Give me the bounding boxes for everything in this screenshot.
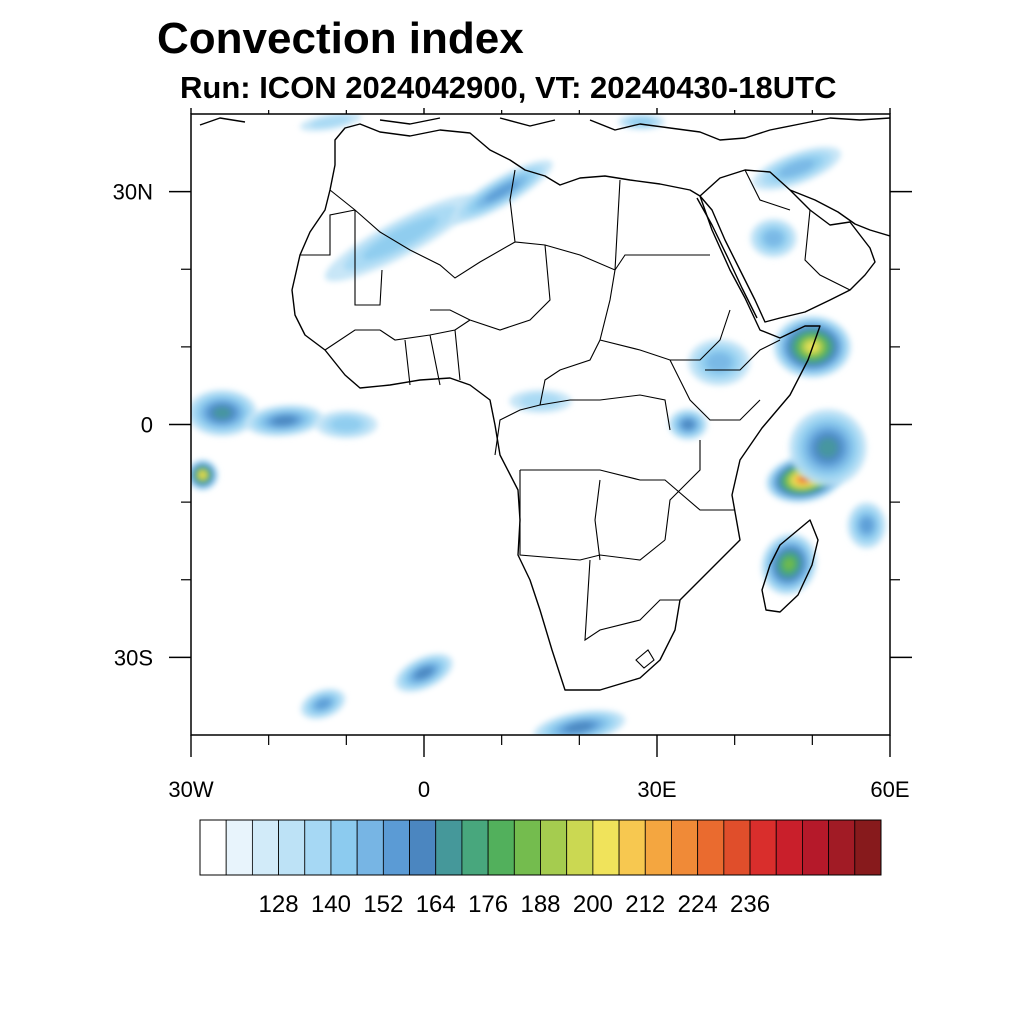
convection-fields xyxy=(191,114,887,735)
colorbar-swatch xyxy=(749,819,777,876)
convection-cell xyxy=(789,408,867,487)
field-contour xyxy=(764,230,783,246)
convection-cell xyxy=(324,195,477,282)
border-lines xyxy=(300,169,851,669)
colorbar-swatch xyxy=(251,819,279,876)
colorbar-swatch xyxy=(199,819,227,876)
map-axes: 30W 0 30E 60E 30N 0 30S xyxy=(113,108,912,802)
field-contour xyxy=(682,420,694,429)
convection-cell xyxy=(847,502,887,549)
lon-tick-label: 60E xyxy=(870,777,909,802)
lon-tick-label: 0 xyxy=(418,777,430,802)
field-contour xyxy=(415,667,433,679)
colorbar-swatch xyxy=(382,819,410,876)
colorbar-swatch xyxy=(487,819,515,876)
chart-title: Convection index xyxy=(157,14,524,63)
field-contour xyxy=(779,159,815,177)
red-sea-coast xyxy=(696,197,758,319)
chart-subtitle: Run: ICON 2024042900, VT: 20240430-18UTC xyxy=(180,70,837,105)
lat-tick-label: 30S xyxy=(114,645,153,670)
convection-cell xyxy=(450,160,553,224)
colorbar-swatch xyxy=(513,819,541,876)
convection-cell xyxy=(315,410,378,439)
colorbar-swatch xyxy=(566,819,594,876)
convection-cell xyxy=(761,533,817,595)
colorbar-swatch xyxy=(802,819,830,876)
colorbar-swatch xyxy=(225,819,253,876)
lon-tick-label: 30E xyxy=(637,777,676,802)
colorbar-frame xyxy=(199,819,882,876)
colorbar-swatch xyxy=(330,819,358,876)
colorbar-swatch xyxy=(356,819,384,876)
colorbar-swatch xyxy=(618,819,646,876)
field-contour xyxy=(330,417,362,432)
colorbar-label: 164 xyxy=(416,891,456,918)
colorbar-swatch xyxy=(278,819,306,876)
field-contour xyxy=(200,472,205,478)
convection-cell xyxy=(245,404,323,437)
colorbar-label: 212 xyxy=(625,891,665,918)
colorbar-swatch xyxy=(828,819,856,876)
madagascar-coastline xyxy=(761,519,819,613)
convection-cell xyxy=(750,218,797,258)
convection-cell xyxy=(191,459,219,491)
field-contour xyxy=(860,517,874,534)
convection-cell xyxy=(300,688,346,720)
colorbar-swatch xyxy=(592,819,620,876)
field-contour xyxy=(566,722,593,733)
colorbar-swatch xyxy=(723,819,751,876)
field-contour xyxy=(273,416,296,426)
arabia-coastline xyxy=(699,169,876,323)
lat-tick-label: 30N xyxy=(113,180,153,205)
field-contour xyxy=(706,353,732,372)
field-contour xyxy=(213,407,231,419)
field-contour xyxy=(818,438,838,458)
lon-tick-label: 30W xyxy=(168,777,213,802)
colorbar-label: 140 xyxy=(311,891,351,918)
lat-tick-label: 0 xyxy=(141,413,153,438)
field-contour xyxy=(484,181,519,203)
field-contour xyxy=(315,698,331,710)
convection-cell xyxy=(752,146,841,190)
convection-cell xyxy=(688,339,751,386)
africa-coastline xyxy=(291,123,821,691)
convection-cell xyxy=(191,389,258,437)
europe-coastline xyxy=(199,117,890,141)
colorbar-swatch xyxy=(697,819,725,876)
colorbar-label: 224 xyxy=(678,891,718,918)
country-borders xyxy=(300,169,851,669)
colorbar-label: 188 xyxy=(520,891,560,918)
convection-cell xyxy=(395,653,453,693)
colorbar-swatch xyxy=(854,819,882,876)
gulf-coast xyxy=(789,189,890,237)
colorbar-label: 176 xyxy=(468,891,508,918)
colorbar-swatch xyxy=(304,819,332,876)
colorbar-swatch xyxy=(644,819,672,876)
colorbar-swatch xyxy=(671,819,699,876)
field-contour xyxy=(629,117,654,126)
colorbar-swatch xyxy=(775,819,803,876)
field-contour xyxy=(310,115,352,129)
field-contour xyxy=(784,558,795,570)
colorbar-swatch xyxy=(461,819,489,876)
convection-cell xyxy=(300,114,362,132)
field-contour xyxy=(362,216,439,260)
colorbar-label: 128 xyxy=(259,891,299,918)
colorbar: 128 140 152 164 176 188 200 212 224 236 xyxy=(199,819,882,918)
colorbar-swatch xyxy=(435,819,463,876)
colorbar-label: 236 xyxy=(730,891,770,918)
colorbar-label: 152 xyxy=(363,891,403,918)
colorbar-swatch xyxy=(540,819,568,876)
colorbar-swatch xyxy=(409,819,437,876)
colorbar-label: 200 xyxy=(573,891,613,918)
coastlines xyxy=(199,117,890,691)
convection-cell xyxy=(668,408,708,441)
